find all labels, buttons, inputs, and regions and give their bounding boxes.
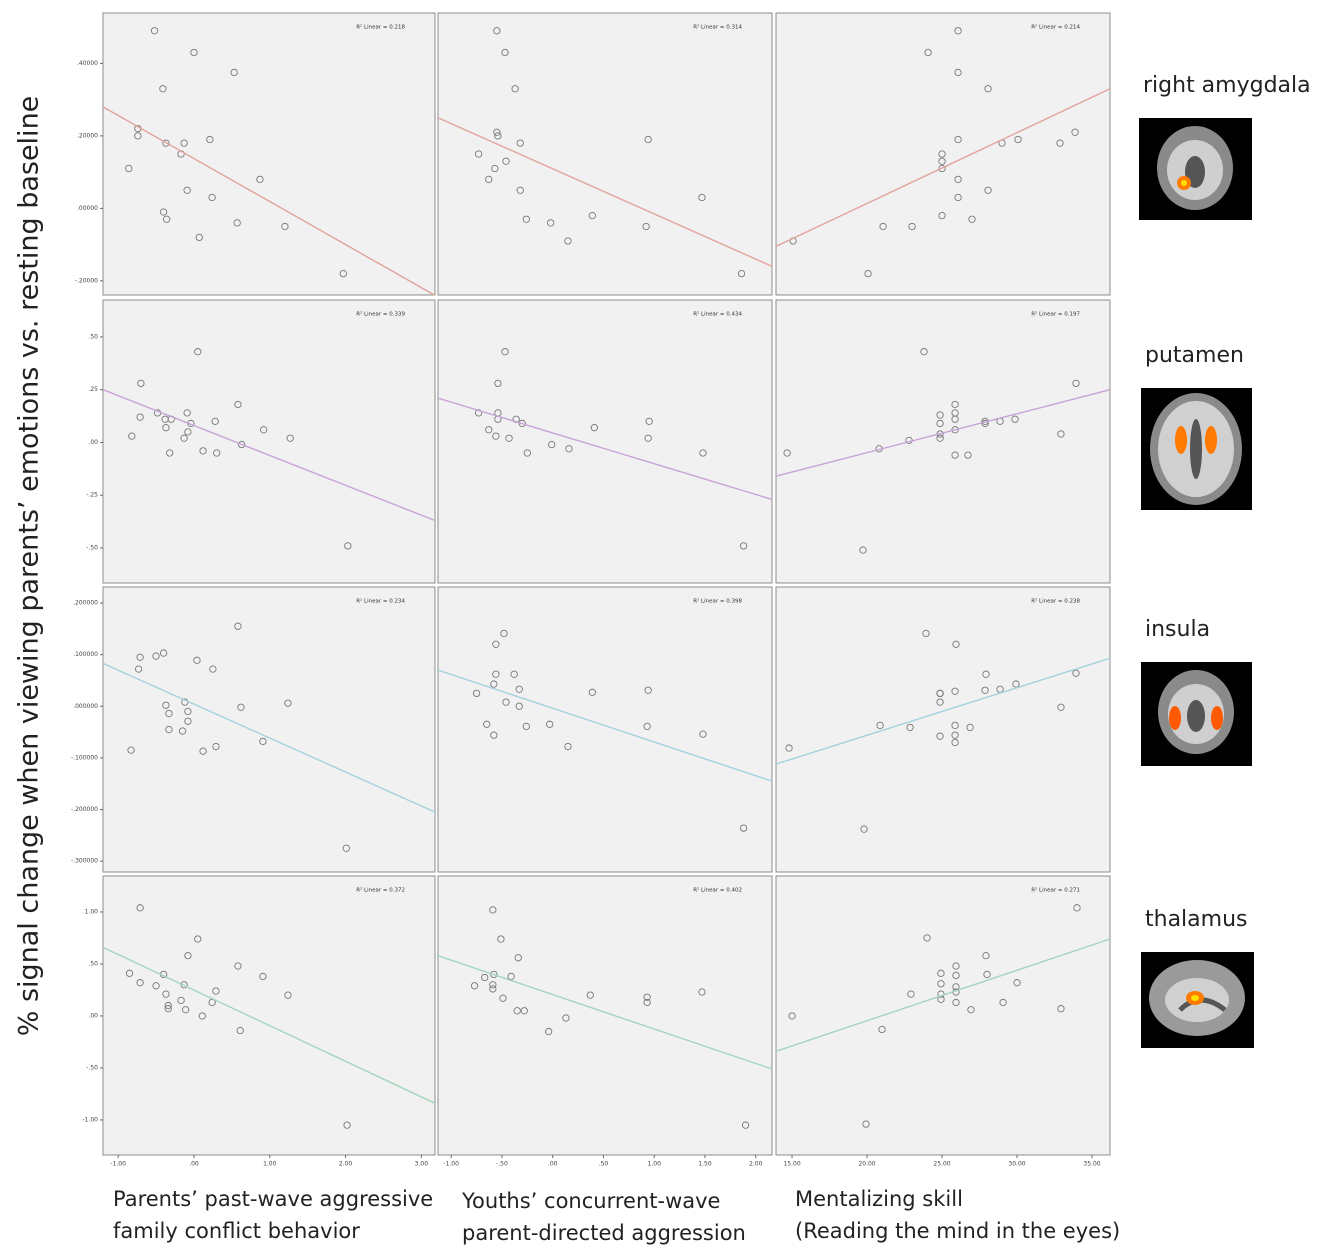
y-tick-label: -.25	[86, 492, 98, 499]
annotation: R² Linear = 0.197	[1031, 311, 1080, 318]
y-tick-label: .100000	[73, 651, 98, 658]
y-tick-label: -.50	[86, 1064, 98, 1071]
brain-image	[1139, 118, 1252, 220]
x-axis-title: Mentalizing skill	[795, 1187, 963, 1211]
y-tick-label: -.100000	[71, 754, 98, 761]
x-tick-label: -1.00	[443, 1161, 459, 1168]
y-tick-label: .25	[88, 386, 98, 393]
x-tick-label: 2.00	[749, 1161, 763, 1168]
brain-image	[1141, 952, 1254, 1048]
scatter-grid: R² Linear = 0.218 .40000 .20000 .00000 -.200…	[71, 13, 1110, 1168]
x-tick-label: 15.00	[783, 1161, 800, 1168]
x-tick-label: .50	[599, 1161, 609, 1168]
annotation: R² Linear = 0.234	[356, 598, 405, 605]
plot-area	[776, 13, 1110, 295]
y-tick-label: -.50	[86, 544, 98, 551]
plot-area	[103, 587, 435, 872]
y-tick-label: .50	[88, 333, 98, 340]
plot-area	[438, 300, 772, 583]
y-tick-label: .00	[88, 1012, 98, 1019]
plot-area	[438, 13, 772, 295]
x-tick-label: 1.00	[263, 1161, 277, 1168]
y-tick-label: 1.00	[85, 908, 99, 915]
plot-area	[103, 876, 435, 1155]
x-tick-label: 3.00	[415, 1161, 429, 1168]
region-label: thalamus	[1145, 907, 1247, 932]
region-label: right amygdala	[1143, 73, 1311, 98]
region-label: putamen	[1145, 343, 1244, 368]
y-tick-label: .50	[88, 960, 98, 967]
x-tick-label: 1.00	[648, 1161, 662, 1168]
x-axis-title: parent-directed aggression	[462, 1221, 746, 1245]
x-tick-label: 2.00	[339, 1161, 353, 1168]
x-tick-label: 30.00	[1008, 1161, 1025, 1168]
y-tick-label: .00000	[77, 205, 98, 212]
x-axis-title: (Reading the mind in the eyes)	[795, 1219, 1120, 1243]
plot-area	[776, 300, 1110, 583]
x-tick-label: -.50	[496, 1161, 508, 1168]
annotation: R² Linear = 0.238	[1031, 598, 1080, 605]
annotation: R² Linear = 0.372	[356, 887, 405, 894]
y-tick-label: .40000	[77, 60, 98, 67]
y-tick-label: -.20000	[75, 277, 98, 284]
plot-area	[438, 876, 772, 1155]
plot-area	[103, 300, 435, 583]
annotation: R² Linear = 0.314	[693, 24, 742, 31]
y-tick-label: .200000	[73, 600, 98, 607]
y-tick-label: -.200000	[71, 806, 98, 813]
annotation: R² Linear = 0.434	[693, 311, 742, 318]
figure: R² Linear = 0.218 .40000 .20000 .00000 -.200…	[0, 0, 1328, 1247]
y-tick-label: -1.00	[82, 1116, 98, 1123]
x-axis-title: family conflict behavior	[113, 1219, 360, 1243]
brain-image	[1141, 388, 1252, 510]
x-tick-label: 25.00	[933, 1161, 950, 1168]
x-axis-title: Youths’ concurrent-wave	[461, 1189, 720, 1213]
x-tick-label: 1.50	[698, 1161, 712, 1168]
plot-area	[103, 13, 435, 295]
y-tick-label: -.300000	[71, 858, 98, 865]
annotation: R² Linear = 0.218	[356, 24, 405, 31]
annotation: R² Linear = 0.271	[1031, 887, 1080, 894]
annotation: R² Linear = 0.214	[1031, 24, 1080, 31]
annotation: R² Linear = 0.402	[693, 887, 742, 894]
x-axis-title: Parents’ past-wave aggressive	[113, 1187, 433, 1211]
x-tick-label: .00	[548, 1161, 558, 1168]
x-tick-label: -1.00	[110, 1161, 126, 1168]
x-tick-label: 35.00	[1083, 1161, 1100, 1168]
plot-area	[776, 587, 1110, 872]
annotation: R² Linear = 0.339	[356, 311, 405, 318]
x-tick-label: 20.00	[858, 1161, 875, 1168]
y-axis-title: % signal change when viewing parents’ em…	[14, 96, 45, 1037]
plot-area	[438, 587, 772, 872]
brain-image	[1141, 662, 1252, 766]
annotation: R² Linear = 0.398	[693, 598, 742, 605]
y-tick-label: .00	[88, 439, 98, 446]
plot-area	[776, 876, 1110, 1155]
region-label: insula	[1145, 617, 1210, 642]
y-tick-label: .000000	[73, 703, 98, 710]
x-tick-label: .00	[189, 1161, 199, 1168]
y-tick-label: .20000	[77, 132, 98, 139]
